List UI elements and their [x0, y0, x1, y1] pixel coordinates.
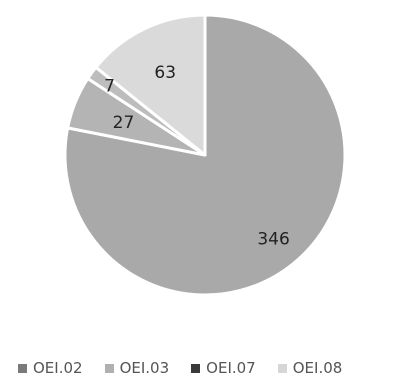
legend-item-oei-07: OEI.07: [191, 359, 256, 377]
pie-data-labels: 346 27 7 63: [104, 63, 290, 249]
data-label-oei-07: 7: [104, 77, 115, 97]
legend-label: OEI.07: [206, 359, 256, 377]
data-label-oei-03: 27: [113, 113, 135, 133]
legend-item-oei-03: OEI.03: [104, 359, 170, 377]
legend-label: OEI.02: [33, 359, 83, 377]
data-label-oei-02: 346: [257, 229, 289, 249]
data-label-oei-08: 63: [154, 63, 176, 83]
legend-swatch: [277, 363, 287, 373]
legend-label: OEI.03: [119, 359, 170, 377]
legend-swatch: [104, 363, 114, 373]
legend-swatch: [18, 363, 27, 373]
legend-item-oei-08: OEI.08: [277, 359, 343, 377]
legend-label: OEI.08: [292, 359, 343, 377]
legend-swatch: [191, 363, 201, 373]
pie-slice-oei-08: [94, 13, 207, 157]
pie-slices: [63, 13, 347, 297]
pie-chart: 346 27 7 63: [63, 13, 347, 297]
pie-slice-oei-02: [63, 13, 347, 297]
chart-legend: OEI.02 OEI.03 OEI.07 OEI.08: [18, 357, 342, 379]
legend-item-oei-02: OEI.02: [18, 359, 83, 377]
